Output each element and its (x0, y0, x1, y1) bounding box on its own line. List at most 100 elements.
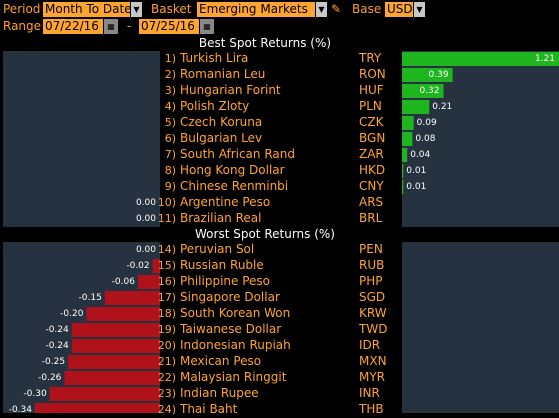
currency-code-zar: ZAR (359, 147, 384, 161)
bar-bgn (402, 132, 413, 146)
rank-czk: 5) (164, 116, 176, 129)
chevron-down-icon[interactable]: ▼ (316, 2, 327, 17)
value-label-sgd: -0.15 (78, 293, 102, 303)
value-label-myr: -0.26 (38, 373, 62, 383)
currency-name-pln: Polish Zloty (180, 99, 250, 113)
rank-huf: 3) (164, 84, 176, 97)
basket-select[interactable]: Emerging Markets (197, 2, 315, 17)
currency-name-hkd: Hong Kong Dollar (180, 163, 285, 177)
currency-code-thb: THB (359, 402, 384, 416)
range-label: Range (3, 19, 42, 33)
best-returns-title: Best Spot Returns (%) (198, 36, 332, 50)
rank-inr: 23) (157, 387, 176, 400)
range-end-input[interactable]: 07/25/16 (139, 19, 199, 34)
rank-sgd: 17) (157, 291, 176, 304)
rank-thb: 24) (157, 403, 176, 416)
currency-code-cny: CNY (359, 179, 384, 193)
rank-ars: 10) (157, 196, 176, 209)
rank-krw: 18) (157, 307, 176, 320)
rank-php: 16) (157, 275, 176, 288)
currency-code-pln: PLN (359, 99, 382, 113)
currency-code-krw: KRW (359, 306, 387, 320)
value-label-try: 1.21 (534, 54, 555, 64)
base-select[interactable]: USD (385, 2, 413, 17)
currency-name-rub: Russian Ruble (180, 258, 264, 272)
value-label-mxn: -0.25 (41, 357, 66, 367)
rank-rub: 15) (157, 259, 176, 272)
rank-pen: 14) (157, 243, 176, 256)
currency-code-inr: INR (359, 386, 380, 400)
currency-code-rub: RUB (359, 258, 385, 272)
chevron-down-icon[interactable]: ▼ (131, 2, 142, 17)
currency-code-php: PHP (359, 274, 383, 288)
value-label-hkd: 0.01 (406, 166, 427, 176)
value-label-ron: 0.39 (428, 70, 449, 80)
bar-krw (86, 307, 160, 321)
currency-name-cny: Chinese Renminbi (180, 179, 289, 193)
value-label-rub: -0.02 (126, 261, 150, 271)
currency-code-sgd: SGD (359, 290, 386, 304)
period-select[interactable]: Month To Date (43, 2, 130, 17)
rank-try: 1) (164, 52, 176, 65)
currency-name-php: Philippine Peso (180, 274, 270, 288)
currency-code-hkd: HKD (359, 163, 386, 177)
currency-code-try: TRY (359, 51, 382, 65)
currency-name-huf: Hungarian Forint (180, 83, 281, 97)
worst-returns-title: Worst Spot Returns (%) (195, 227, 335, 241)
currency-code-pen: PEN (359, 242, 383, 256)
currency-code-twd: TWD (359, 322, 388, 336)
rank-hkd: 8) (164, 164, 176, 177)
rank-brl: 11) (157, 212, 176, 225)
currency-name-mxn: Mexican Peso (180, 354, 262, 368)
bar-php (137, 275, 160, 289)
currency-name-pen: Peruvian Sol (180, 242, 255, 256)
bar-cny (402, 180, 404, 194)
currency-code-ron: RON (359, 67, 386, 81)
value-label-pln: 0.21 (432, 102, 453, 112)
currency-name-myr: Malaysian Ringgit (180, 370, 287, 384)
toolbar-row-2: Range 07/22/16 ▦ - 07/25/16 ▦ (0, 18, 559, 35)
currency-name-try: Turkish Lira (180, 51, 249, 65)
value-label-twd: -0.24 (45, 325, 69, 335)
chevron-down-icon[interactable]: ▼ (414, 2, 425, 17)
rank-ron: 2) (164, 68, 176, 81)
value-label-brl: 0.00 (135, 214, 156, 224)
currency-name-twd: Taiwanese Dollar (180, 322, 282, 336)
bar-sgd (104, 291, 160, 305)
bar-huf (402, 84, 444, 98)
value-label-inr: -0.30 (23, 389, 47, 399)
calendar-icon[interactable]: ▦ (104, 19, 118, 34)
currency-code-czk: CZK (359, 115, 384, 129)
currency-code-idr: IDR (359, 338, 381, 352)
value-label-thb: -0.34 (8, 405, 32, 415)
left-panel-best (3, 51, 160, 227)
pencil-icon[interactable]: ✎ (330, 2, 342, 16)
bar-try (402, 52, 559, 66)
calendar-icon[interactable]: ▦ (200, 19, 214, 34)
currency-code-mxn: MXN (359, 354, 387, 368)
value-label-czk: 0.09 (416, 118, 437, 128)
right-panel-worst (402, 242, 559, 413)
currency-code-huf: HUF (359, 83, 384, 97)
period-label: Period (3, 2, 41, 16)
currency-code-bgn: BGN (359, 131, 386, 145)
currency-name-sgd: Singapore Dollar (180, 290, 280, 304)
currency-name-thb: Thai Baht (180, 402, 238, 416)
currency-name-idr: Indonesian Rupiah (180, 338, 291, 352)
value-label-bgn: 0.08 (415, 134, 436, 144)
currency-code-myr: MYR (359, 370, 386, 384)
rank-pln: 4) (164, 100, 176, 113)
rank-zar: 7) (164, 148, 176, 161)
currency-name-ron: Romanian Leu (180, 67, 266, 81)
bar-twd (71, 323, 160, 337)
base-label: Base (352, 2, 382, 16)
value-label-cny: 0.01 (406, 182, 427, 192)
currency-name-bgn: Bulgarian Lev (180, 131, 263, 145)
currency-name-krw: South Korean Won (180, 306, 291, 320)
rank-myr: 22) (157, 371, 176, 384)
value-label-idr: -0.24 (45, 341, 69, 351)
value-label-pen: 0.00 (135, 245, 156, 255)
range-start-input[interactable]: 07/22/16 (43, 19, 103, 34)
value-label-krw: -0.20 (60, 309, 84, 319)
bar-pln (402, 100, 430, 114)
